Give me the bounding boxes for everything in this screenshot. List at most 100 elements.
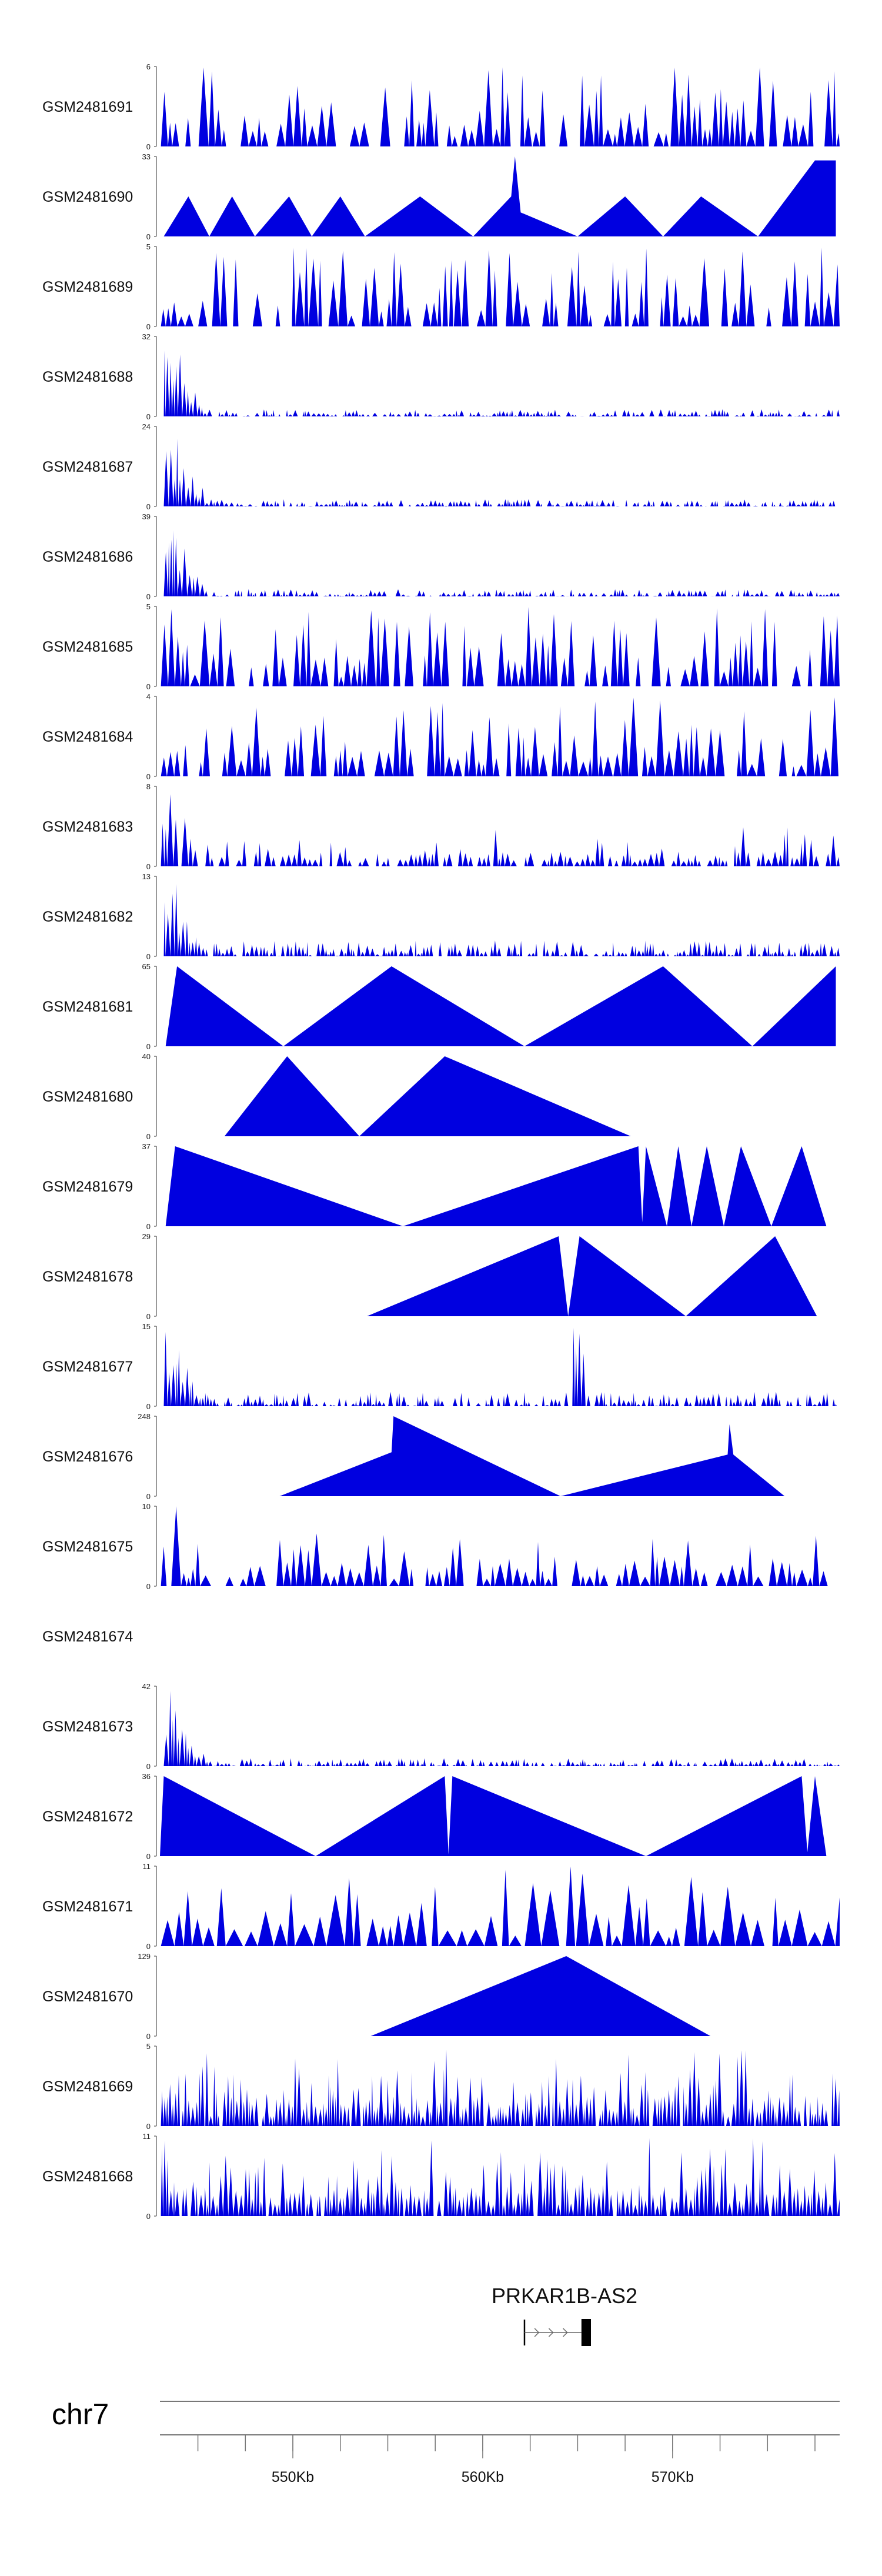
signal-area (370, 1956, 711, 2036)
y-max-label: 5 (146, 602, 151, 611)
track-GSM2481683: GSM2481683 8 0 (42, 782, 840, 871)
y-max-label: 29 (142, 1232, 151, 1241)
strand-arrow (563, 2328, 568, 2337)
signal-area (163, 438, 839, 506)
ruler-label: 560Kb (462, 2469, 504, 2485)
y-min-label: 0 (146, 952, 151, 961)
y-max-label: 8 (146, 782, 151, 791)
track-GSM2481678: GSM2481678 29 0 (42, 1232, 817, 1321)
track-label: GSM2481672 (42, 1808, 133, 1825)
y-max-label: 5 (146, 2042, 151, 2051)
y-max-label: 11 (143, 1862, 151, 1871)
y-min-label: 0 (146, 322, 151, 331)
track-label: GSM2481689 (42, 279, 133, 295)
y-max-label: 40 (142, 1052, 151, 1061)
y-max-label: 5 (146, 242, 151, 251)
track-label: GSM2481691 (42, 99, 133, 115)
ruler-label: 550Kb (272, 2469, 314, 2485)
strand-arrow (548, 2328, 554, 2337)
y-max-label: 4 (146, 692, 151, 701)
track-GSM2481684: GSM2481684 4 0 (42, 692, 840, 781)
track-GSM2481688: GSM2481688 32 0 (42, 332, 840, 421)
signal-area (165, 966, 836, 1046)
signal-area (224, 1056, 631, 1136)
y-min-label: 0 (146, 1942, 151, 1951)
signal-area (165, 1146, 827, 1226)
signal-area (161, 2138, 840, 2216)
track-GSM2481681: GSM2481681 65 0 (42, 962, 836, 1051)
y-min-label: 0 (146, 1492, 151, 1501)
track-GSM2481675: GSM2481675 10 0 (42, 1502, 840, 1591)
y-max-label: 36 (142, 1772, 151, 1781)
strand-arrow (534, 2328, 540, 2337)
y-min-label: 0 (146, 1222, 151, 1231)
y-max-label: 13 (142, 872, 151, 881)
track-GSM2481679: GSM2481679 37 0 (42, 1142, 827, 1231)
track-label: GSM2481683 (42, 819, 133, 835)
signal-area (163, 1327, 840, 1406)
track-label: GSM2481675 (42, 1539, 133, 1555)
track-label: GSM2481676 (42, 1449, 133, 1465)
y-min-label: 0 (146, 1762, 151, 1771)
track-GSM2481689: GSM2481689 5 0 (42, 242, 840, 331)
track-label: GSM2481682 (42, 909, 133, 925)
track-GSM2481686: GSM2481686 39 0 (42, 512, 840, 601)
signal-area (161, 607, 840, 686)
signal-area (163, 1691, 840, 1766)
track-GSM2481677: GSM2481677 15 0 (42, 1322, 840, 1411)
y-max-label: 6 (146, 62, 151, 71)
y-max-label: 42 (142, 1682, 151, 1691)
y-max-label: 15 (142, 1322, 151, 1331)
y-max-label: 39 (142, 512, 151, 521)
track-label: GSM2481680 (42, 1089, 133, 1105)
track-GSM2481682: GSM2481682 13 0 (42, 872, 840, 961)
track-GSM2481690: GSM2481690 33 0 (42, 152, 836, 241)
track-GSM2481668: GSM2481668 11 0 (42, 2132, 840, 2221)
signal-area (163, 351, 840, 416)
ruler-label: 570Kb (652, 2469, 694, 2485)
track-label: GSM2481669 (42, 2078, 133, 2095)
track-GSM2481671: GSM2481671 11 0 (42, 1862, 840, 1951)
signal-area (161, 697, 840, 776)
signal-area (161, 248, 840, 326)
track-label: GSM2481684 (42, 729, 133, 745)
track-label: GSM2481681 (42, 999, 133, 1015)
y-min-label: 0 (146, 1402, 151, 1411)
y-min-label: 0 (146, 142, 151, 151)
signal-area (163, 884, 840, 956)
track-label: GSM2481671 (42, 1898, 133, 1915)
y-min-label: 0 (146, 1852, 151, 1861)
track-label: GSM2481690 (42, 189, 133, 205)
gene-label: PRKAR1B-AS2 (492, 2284, 637, 2308)
y-min-label: 0 (146, 232, 151, 241)
y-max-label: 32 (142, 332, 151, 341)
ruler-ticks: 550Kb 560Kb 570Kb (197, 2435, 816, 2485)
track-GSM2481673: GSM2481673 42 0 (42, 1682, 840, 1771)
y-max-label: 248 (138, 1412, 151, 1421)
signal-area (161, 1506, 840, 1586)
track-GSM2481685: GSM2481685 5 0 (42, 602, 840, 691)
y-min-label: 0 (146, 1132, 151, 1141)
track-label: GSM2481674 (42, 1629, 133, 1645)
gene-track: PRKAR1B-AS2 (492, 2284, 637, 2346)
signal-area (367, 1236, 817, 1316)
y-min-label: 0 (146, 772, 151, 781)
track-label: GSM2481679 (42, 1179, 133, 1195)
track-label: GSM2481678 (42, 1269, 133, 1285)
y-max-label: 129 (138, 1952, 151, 1961)
signal-tracks: GSM248169160GSM2481690330GSM248168950GSM… (42, 62, 840, 2221)
y-min-label: 0 (146, 1582, 151, 1591)
y-max-label: 65 (142, 962, 151, 971)
signal-area (161, 2050, 840, 2126)
y-max-label: 11 (143, 2132, 151, 2141)
y-min-label: 0 (146, 2212, 151, 2221)
y-min-label: 0 (146, 862, 151, 871)
y-max-label: 33 (142, 152, 151, 161)
track-GSM2481672: GSM2481672 36 0 (42, 1772, 827, 1861)
track-label: GSM2481686 (42, 549, 133, 565)
y-min-label: 0 (146, 1312, 151, 1321)
track-GSM2481680: GSM2481680 40 0 (42, 1052, 631, 1141)
track-GSM2481687: GSM2481687 24 0 (42, 422, 839, 511)
gene-exon (581, 2319, 591, 2346)
y-max-label: 37 (142, 1142, 151, 1151)
